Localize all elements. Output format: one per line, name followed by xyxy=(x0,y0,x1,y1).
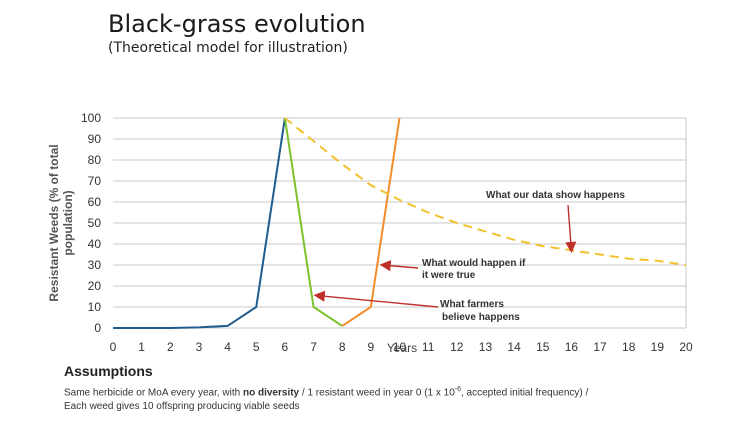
x-tick-label: 3 xyxy=(196,340,203,354)
annotations: What our data show happens What would hap… xyxy=(313,190,625,323)
x-tick-label: 19 xyxy=(651,340,665,354)
x-tick-label: 7 xyxy=(310,340,317,354)
annotation-label-data_show: What our data show happens xyxy=(486,190,625,201)
series-lines xyxy=(113,117,687,329)
x-tick-label: 8 xyxy=(339,340,346,354)
x-tick-label: 4 xyxy=(224,340,231,354)
series-line-data_show xyxy=(284,117,687,266)
y-tick-label: 10 xyxy=(88,300,102,314)
x-tick-label: 6 xyxy=(282,340,289,354)
y-tick-label: 50 xyxy=(88,216,102,230)
y-axis-label: Resistant Weeds (% of totalpopulation) xyxy=(47,144,75,301)
y-tick-label: 60 xyxy=(88,195,102,209)
assumptions-heading: Assumptions xyxy=(64,363,153,379)
y-tick-label: 0 xyxy=(94,321,101,335)
chart-subtitle: (Theoretical model for illustration) xyxy=(108,40,348,56)
y-tick-label: 20 xyxy=(88,279,102,293)
x-tick-label: 16 xyxy=(565,340,579,354)
annotation-label-farmers: What farmers xyxy=(440,299,504,310)
x-tick-label: 11 xyxy=(422,340,435,354)
y-tick-label: 70 xyxy=(88,174,102,188)
assumptions-line2: Each weed gives 10 offspring producing v… xyxy=(64,401,300,413)
x-tick-label: 9 xyxy=(368,340,375,354)
grid-lines xyxy=(113,117,687,329)
x-tick-label: 18 xyxy=(622,340,636,354)
y-tick-label: 100 xyxy=(81,111,101,125)
chart-title: Black-grass evolution xyxy=(108,10,366,38)
series-line-would_happen xyxy=(341,117,401,327)
x-tick-label: 1 xyxy=(138,340,145,354)
y-axis-label-text: Resistant Weeds (% of totalpopulation) xyxy=(47,144,75,301)
x-tick-label: 15 xyxy=(536,340,550,354)
annotation-label-farmers: believe happens xyxy=(442,312,520,323)
assumptions-line1-c: / 1 resistant weed in year 0 (1 x 10 xyxy=(299,387,455,399)
series-line-farmers xyxy=(283,117,343,327)
assumptions-line1-a: Same herbicide or MoA every year, with xyxy=(64,387,243,399)
assumptions-line1-sup: -6 xyxy=(454,386,461,393)
series-line-initial xyxy=(113,117,286,329)
x-tick-label: 14 xyxy=(507,340,521,354)
x-tick-label: 0 xyxy=(110,340,117,354)
annotation-arrow-farmers xyxy=(313,290,439,308)
y-tick-label: 30 xyxy=(88,258,102,272)
assumptions-line1-b: no diversity xyxy=(242,387,300,399)
assumptions-line1-d: , accepted initial frequency) / xyxy=(461,387,589,399)
y-tick-label: 90 xyxy=(88,132,102,146)
annotation-label-would_happen: What would happen if xyxy=(422,258,526,269)
x-axis-label: Years xyxy=(387,341,417,355)
x-tick-label: 5 xyxy=(253,340,260,354)
y-tick-label: 80 xyxy=(88,153,102,167)
annotation-arrow-would_happen xyxy=(379,260,419,272)
assumptions-text: Same herbicide or MoA every year, with n… xyxy=(64,383,704,414)
x-tick-label: 12 xyxy=(450,340,464,354)
annotation-arrow-data_show xyxy=(565,204,577,254)
x-tick-label: 2 xyxy=(167,340,174,354)
annotation-label-would_happen: it were true xyxy=(422,270,476,281)
x-tick-label: 10 xyxy=(393,340,407,354)
x-tick-label: 13 xyxy=(479,340,493,354)
x-tick-label: 17 xyxy=(593,340,607,354)
y-tick-label: 40 xyxy=(88,237,102,251)
x-tick-label: 20 xyxy=(679,340,693,354)
